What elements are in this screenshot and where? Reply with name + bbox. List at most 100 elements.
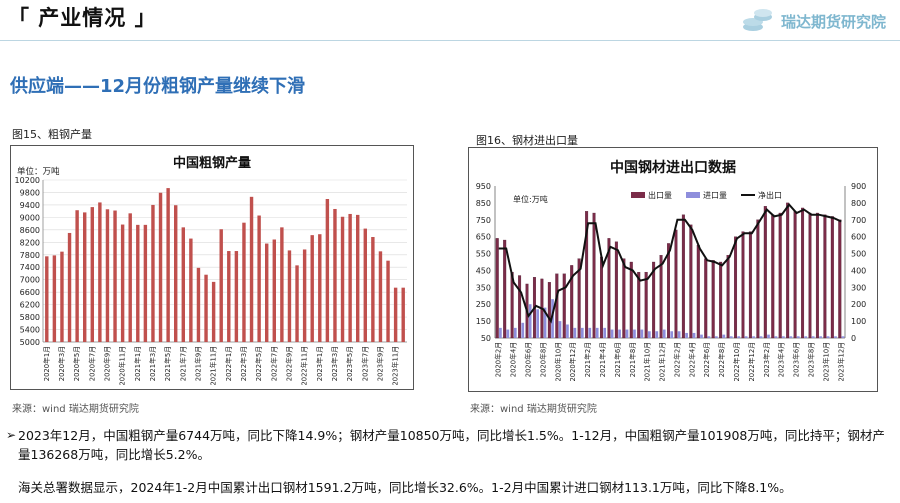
section-title: 「 产业情况 」 [8, 6, 157, 30]
bullet-arrow-icon: ➢ [6, 428, 17, 442]
chart1-title: 中国粗钢产量 [173, 155, 251, 171]
chart2-import-bar [700, 334, 703, 338]
chart1-ytick-label: 9800 [20, 188, 40, 197]
chart2-import-bar [796, 336, 800, 338]
chart2-import-bar [685, 332, 688, 338]
chart1-xtick-label: 2023年3月 [330, 346, 339, 381]
chart1-bar [113, 210, 117, 342]
chart1-bar [257, 215, 261, 342]
chart2-export-bar [823, 214, 827, 339]
chart2-export-bar [681, 214, 685, 339]
chart2-export-bar [577, 258, 581, 339]
chart2-import-bar [715, 336, 718, 338]
chart2-import-bar [536, 309, 539, 338]
chart2-left-ytick-label: 250 [476, 300, 491, 309]
chart1-bar [363, 228, 367, 342]
chart2-xtick-label: 2020年8月 [538, 342, 547, 377]
chart2-import-bar [528, 304, 532, 338]
chart1-bar [105, 209, 110, 342]
chart1-ytick-label: 7400 [20, 263, 40, 272]
chart2-xtick-label: 2021年6月 [613, 342, 622, 377]
chart2-right-ytick-label: 700 [851, 216, 866, 225]
chart2-import-bar [722, 334, 726, 338]
chart2-export-bar [637, 271, 641, 339]
chart2-xtick-label: 2021年8月 [628, 342, 637, 377]
chart1-bar [386, 260, 390, 342]
chart2-import-bar [782, 336, 785, 338]
chart2-import-bar [811, 336, 815, 338]
chart1-xtick-label: 2022年7月 [269, 346, 278, 381]
chart1-ytick-label: 7800 [20, 251, 40, 260]
chart2-import-bar [618, 329, 621, 338]
chart1-bar [227, 251, 231, 342]
chart1-xtick-label: 2020年1月 [42, 346, 51, 381]
chart2-left-ytick-label: 850 [476, 199, 491, 208]
chart2-xtick-label: 2021年10月 [643, 342, 652, 382]
chart1-xtick-label: 2021年11月 [209, 346, 218, 386]
chart2-import-bar [662, 329, 666, 338]
chart1-bar [45, 256, 49, 342]
chart2-xtick-label: 2022年10月 [732, 342, 741, 382]
chart2-import-bar [692, 332, 696, 338]
chart1-bar [371, 237, 375, 342]
chart1-ytick-label: 10200 [15, 176, 40, 185]
chart2-legend-import-swatch [686, 192, 700, 198]
chart1-bar [75, 210, 79, 342]
chart2-left-ytick-label: 650 [476, 233, 491, 242]
chart1-bar [302, 249, 307, 342]
chart2-import-bar [789, 336, 793, 338]
chart2-export-bar [719, 261, 723, 339]
chart2-import-bar [841, 336, 845, 338]
chart2-left-ytick-label: 950 [476, 182, 491, 191]
chart2-import-bar [767, 334, 770, 338]
chart1-xtick-label: 2020年7月 [87, 346, 96, 381]
chart2-export-bar [607, 238, 611, 339]
chart2-import-bar [603, 327, 607, 338]
figure-15-label: 图15、粗钢产量 [12, 128, 92, 141]
chart2-xtick-label: 2023年8月 [806, 342, 815, 377]
chart2-export-bar [592, 212, 596, 339]
chart2-right-ytick-label: 0 [851, 334, 856, 343]
chart2-import-bar [819, 336, 822, 338]
chart1-bar [318, 234, 322, 342]
chart1-ytick-label: 7000 [20, 276, 40, 285]
chart2-xtick-label: 2021年2月 [583, 342, 592, 377]
chart2-xtick-label: 2023年4月 [777, 342, 786, 377]
paragraph-trade: 海关总署数据显示，2024年1-2月中国累计出口钢材1591.2万吨，同比增长3… [18, 478, 898, 497]
chart2-xtick-label: 2022年12月 [747, 342, 756, 382]
chart2-right-ytick-label: 800 [851, 199, 866, 208]
chart1-bar [204, 274, 208, 342]
chart1-xtick-label: 2023年5月 [345, 346, 354, 381]
chart1-bar [120, 224, 125, 342]
chart1-ytick-label: 6600 [20, 288, 40, 297]
chart2-xtick-label: 2021年12月 [658, 342, 667, 382]
chart2-import-bar [759, 336, 763, 338]
chart1-xtick-label: 2022年11月 [300, 346, 309, 386]
chart2-left-ytick-label: 450 [476, 266, 491, 275]
chart1-xtick-label: 2021年9月 [193, 346, 202, 381]
chart1-xtick-label: 2022年3月 [239, 346, 248, 381]
paragraph-production-text: 2023年12月，中国粗钢产量6744万吨，同比下降14.9%；钢材产量1085… [18, 428, 885, 462]
chart1-xtick-label: 2022年5月 [254, 346, 263, 381]
paragraph-trade-text: 海关总署数据显示，2024年1-2月中国累计出口钢材1591.2万吨，同比增长3… [18, 480, 792, 495]
chart2-import-bar [610, 329, 614, 338]
chart1-xtick-label: 2020年5月 [72, 346, 81, 381]
paragraph-production: ➢ 2023年12月，中国粗钢产量6744万吨，同比下降14.9%；钢材产量10… [6, 426, 888, 464]
chart2-import-bar [640, 329, 644, 338]
chart2-import-bar [566, 324, 569, 338]
chart2-legend-export-swatch [631, 192, 645, 198]
chart2-import-bar [558, 321, 562, 338]
chart2-import-bar [729, 336, 733, 338]
steel-output-chart-panel: 中国粗钢产量 单位：万吨 5000 5400 5800 6200 6600 7000 7400 7… [10, 145, 414, 390]
company-logo: 瑞达期货研究院 [741, 6, 886, 36]
chart1-xtick-label: 2020年9月 [102, 346, 111, 381]
figure-15-source: 来源：wind 瑞达期货研究院 [12, 404, 139, 415]
chart2-left-ytick-label: 150 [476, 317, 491, 326]
chart2-export-bar [748, 231, 752, 339]
chart2-export-bar [547, 282, 551, 339]
chart2-xtick-label: 2022年6月 [702, 342, 711, 377]
chart1-xtick-label: 2021年3月 [148, 346, 157, 381]
chart2-unit-label: 单位:万吨 [513, 194, 548, 204]
chart1-bar [174, 205, 178, 342]
chart2-import-bar [774, 336, 778, 338]
